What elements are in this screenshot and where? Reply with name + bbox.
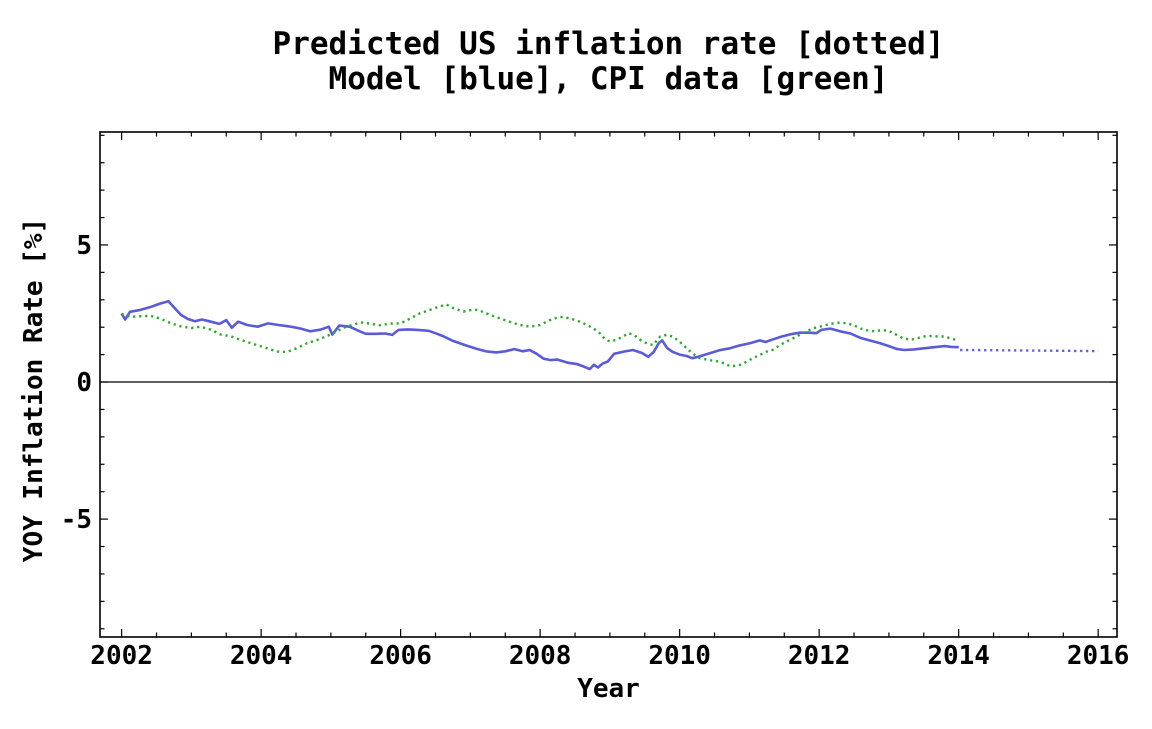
x-tick-label: 2004 (230, 641, 293, 671)
chart-title: Predicted US inflation rate [dotted] Mod… (100, 27, 1117, 97)
y-tick-label: 0 (76, 368, 92, 398)
x-tick-label: 2010 (648, 641, 711, 671)
x-tick-label: 2014 (927, 641, 990, 671)
x-tick-label: 2006 (369, 641, 432, 671)
chart-title-line1: Predicted US inflation rate [dotted] (272, 26, 945, 62)
x-tick-label: 2012 (788, 641, 851, 671)
y-tick-label: -5 (61, 505, 92, 535)
model-line (120, 299, 959, 371)
x-tick-label: 2008 (509, 641, 572, 671)
x-tick-label: 2002 (90, 641, 153, 671)
chart-title-line2: Model [blue], CPI data [green] (328, 61, 889, 97)
y-tick-label: 5 (76, 231, 92, 261)
plot-frame (99, 131, 1118, 638)
y-axis-label: YOY Inflation Rate [%] (19, 217, 49, 563)
model-prediction-line (960, 348, 1099, 353)
cpi-data-line (121, 303, 960, 368)
x-axis-label: Year (577, 674, 640, 704)
x-tick-label: 2016 (1067, 641, 1130, 671)
